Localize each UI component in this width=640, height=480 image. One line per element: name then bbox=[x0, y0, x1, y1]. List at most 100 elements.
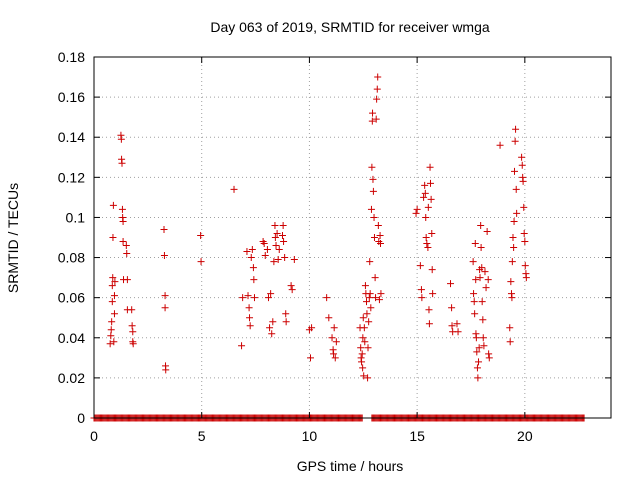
data-point bbox=[374, 221, 382, 229]
data-point bbox=[119, 238, 127, 246]
data-point bbox=[109, 274, 117, 282]
data-point bbox=[325, 314, 333, 322]
data-point bbox=[478, 264, 486, 272]
data-point bbox=[287, 282, 295, 290]
data-point bbox=[161, 292, 169, 300]
data-point bbox=[474, 374, 482, 382]
data-point bbox=[421, 181, 429, 189]
data-point bbox=[288, 286, 296, 294]
data-point bbox=[272, 242, 280, 250]
data-point bbox=[369, 109, 377, 117]
data-point bbox=[448, 304, 456, 312]
data-point bbox=[422, 213, 430, 221]
data-point bbox=[373, 95, 381, 103]
data-point bbox=[416, 262, 424, 270]
data-point bbox=[118, 159, 126, 167]
data-point bbox=[477, 221, 485, 229]
y-tick-label: 0.12 bbox=[58, 169, 85, 185]
data-point bbox=[197, 231, 205, 239]
data-point bbox=[422, 234, 430, 241]
data-point bbox=[521, 262, 529, 270]
data-point bbox=[122, 242, 130, 250]
data-point bbox=[367, 205, 375, 213]
data-point bbox=[477, 244, 485, 252]
data-point bbox=[519, 177, 527, 185]
data-point bbox=[371, 274, 379, 282]
data-point bbox=[368, 117, 376, 125]
data-point bbox=[506, 338, 514, 346]
data-point bbox=[370, 234, 378, 241]
data-point bbox=[470, 290, 478, 298]
data-point bbox=[330, 350, 338, 358]
data-point bbox=[510, 244, 518, 252]
y-axis-title: SRMTID / TECUs bbox=[5, 183, 21, 293]
data-point bbox=[421, 189, 429, 197]
x-tick-label: 5 bbox=[198, 428, 206, 444]
data-point bbox=[369, 175, 377, 183]
data-point bbox=[273, 229, 281, 237]
data-point bbox=[372, 294, 380, 302]
data-point bbox=[261, 252, 269, 260]
data-point bbox=[479, 334, 487, 342]
data-point bbox=[275, 246, 283, 254]
data-point bbox=[363, 298, 371, 306]
data-point bbox=[471, 310, 479, 318]
data-points bbox=[90, 73, 588, 422]
y-tick-label: 0.08 bbox=[58, 250, 85, 266]
data-point bbox=[361, 338, 369, 346]
data-point bbox=[250, 276, 258, 284]
data-point bbox=[473, 364, 481, 372]
data-point bbox=[485, 354, 493, 362]
data-point bbox=[377, 240, 385, 248]
x-tick-label: 0 bbox=[90, 428, 98, 444]
data-point bbox=[359, 334, 367, 342]
data-point bbox=[454, 328, 462, 336]
data-point bbox=[108, 318, 116, 326]
data-point bbox=[478, 298, 486, 306]
data-point bbox=[110, 338, 118, 346]
data-point bbox=[369, 187, 377, 195]
data-point bbox=[360, 324, 368, 332]
data-point bbox=[428, 266, 436, 274]
data-point bbox=[245, 304, 253, 312]
data-point bbox=[279, 221, 287, 229]
data-point bbox=[375, 296, 383, 304]
y-tick-label: 0 bbox=[77, 410, 85, 426]
data-point bbox=[107, 326, 115, 334]
data-point bbox=[160, 252, 168, 260]
data-point bbox=[330, 324, 338, 332]
data-point bbox=[109, 201, 117, 209]
data-point bbox=[160, 225, 168, 233]
data-point bbox=[373, 85, 381, 93]
data-point bbox=[365, 318, 373, 326]
data-point bbox=[107, 332, 115, 340]
data-point bbox=[366, 258, 374, 266]
data-point bbox=[510, 217, 518, 225]
data-point bbox=[363, 310, 371, 318]
data-point bbox=[263, 246, 271, 254]
data-point bbox=[246, 322, 254, 330]
data-point bbox=[447, 280, 455, 288]
x-tick-label: 20 bbox=[517, 428, 533, 444]
data-point bbox=[270, 258, 278, 266]
chart-title: Day 063 of 2019, SRMTID for receiver wmg… bbox=[210, 19, 490, 35]
data-point bbox=[448, 322, 456, 330]
data-point bbox=[511, 137, 519, 145]
data-point bbox=[250, 294, 258, 302]
data-point bbox=[359, 314, 367, 322]
y-tick-label: 0.18 bbox=[58, 49, 85, 65]
data-point bbox=[359, 364, 367, 372]
data-point bbox=[243, 248, 251, 256]
data-point bbox=[509, 234, 517, 241]
data-point bbox=[425, 320, 433, 328]
data-point bbox=[323, 294, 331, 302]
data-point bbox=[508, 258, 516, 266]
data-point bbox=[268, 330, 276, 338]
data-point bbox=[513, 209, 521, 217]
data-point bbox=[280, 238, 288, 246]
grid-lines bbox=[94, 57, 611, 418]
data-point bbox=[425, 306, 433, 314]
data-point bbox=[129, 340, 137, 348]
data-point bbox=[128, 306, 136, 314]
